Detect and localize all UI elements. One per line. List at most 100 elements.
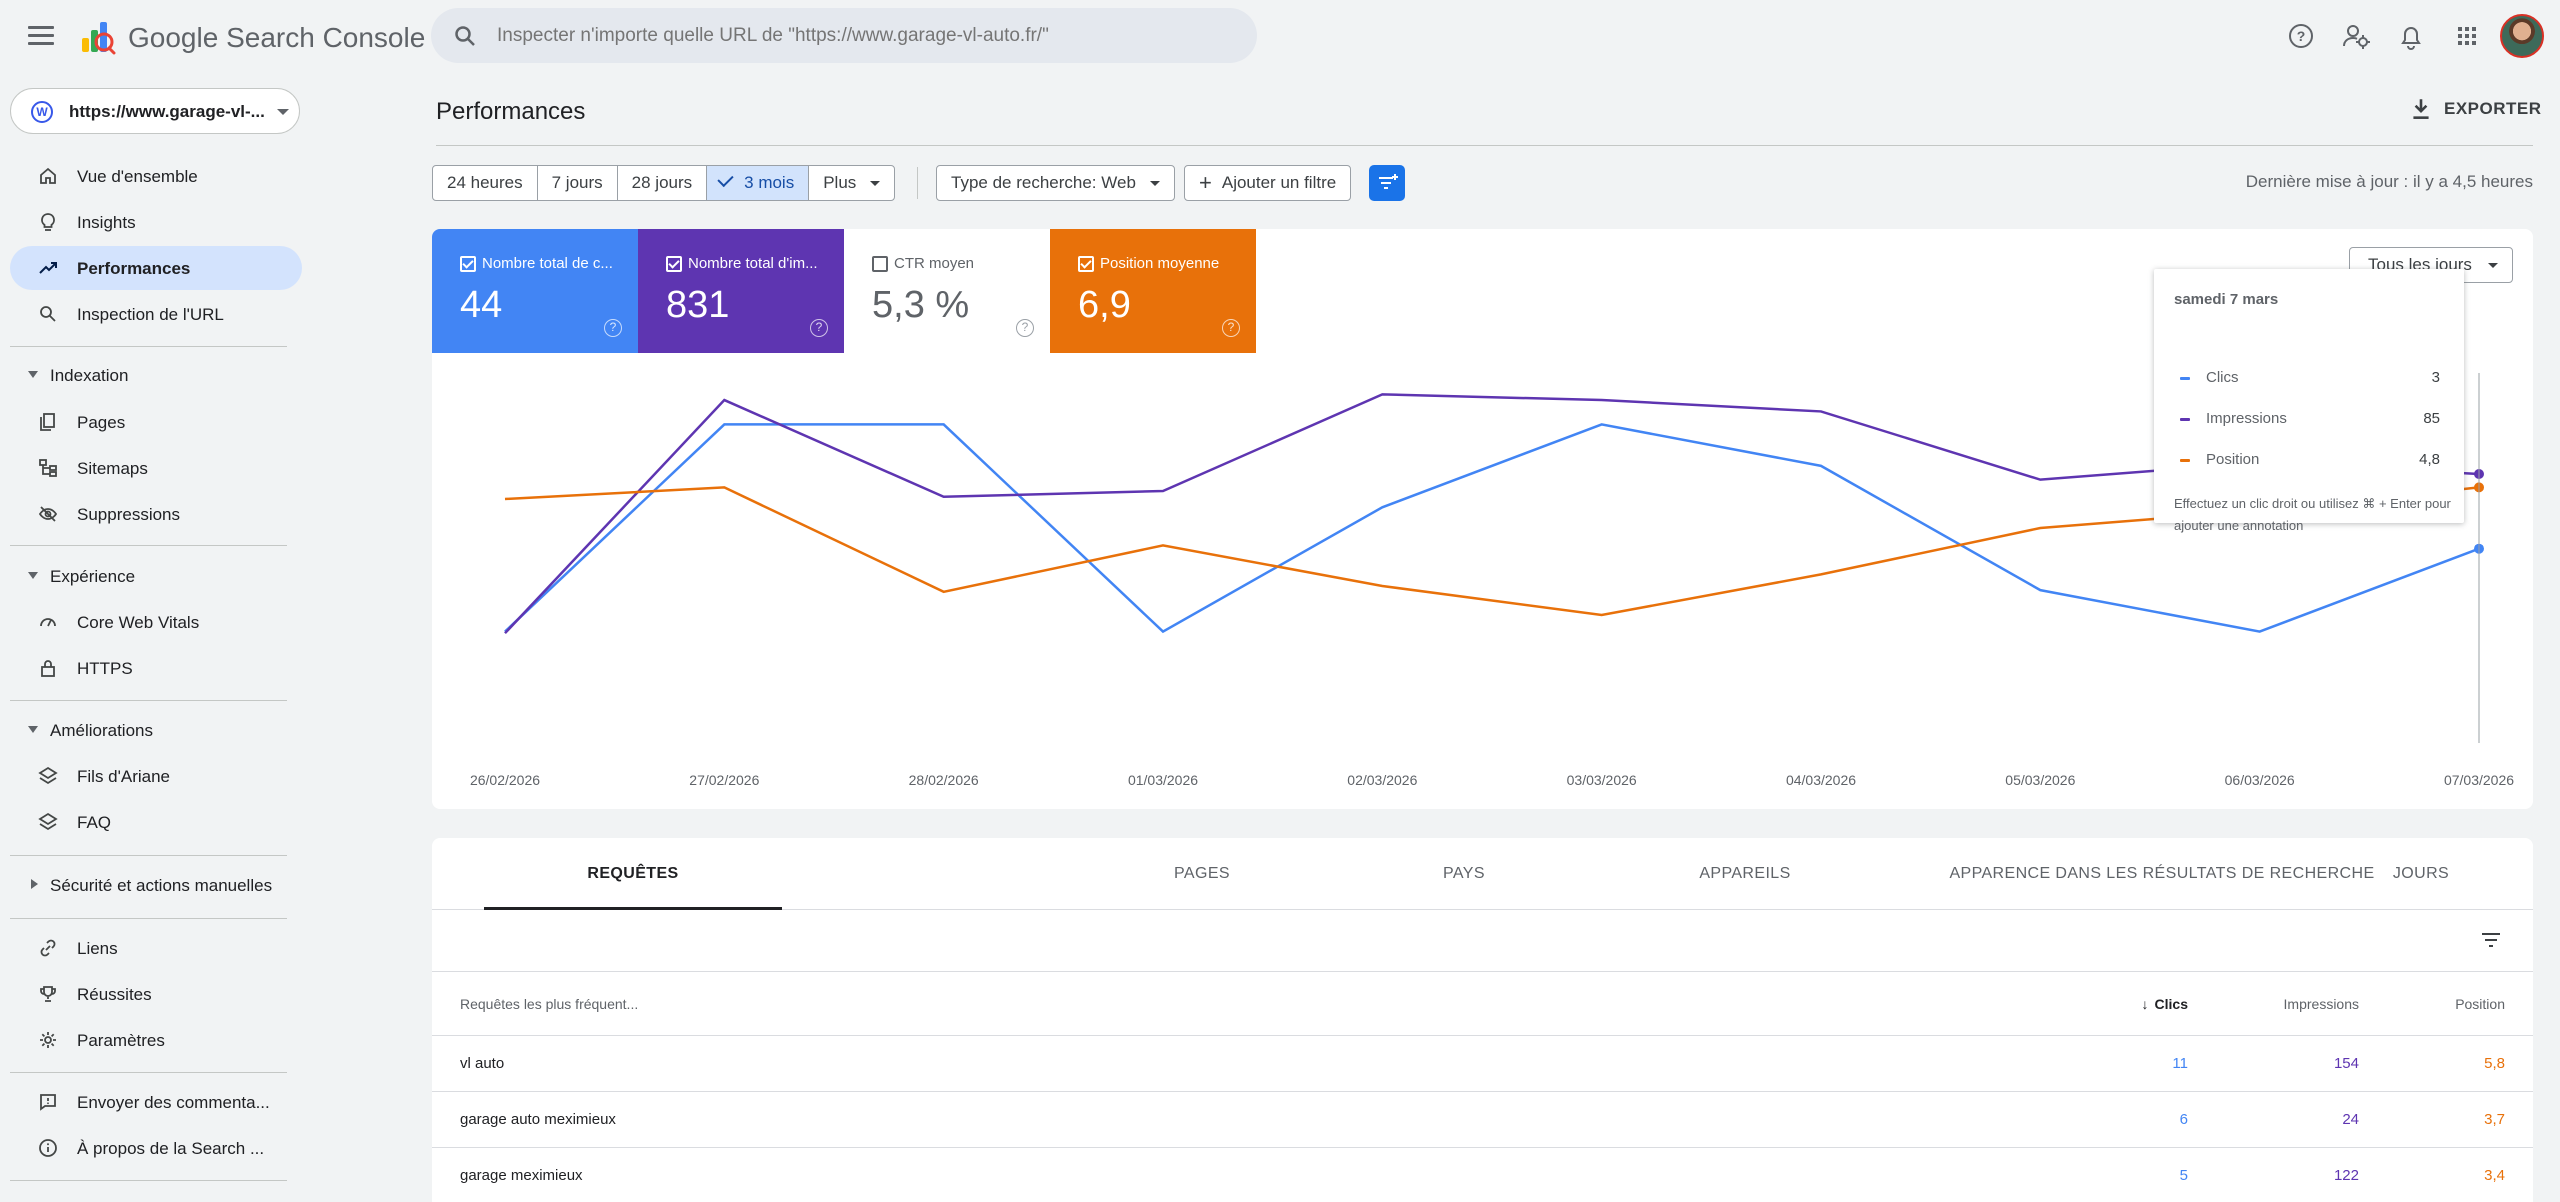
range-28d[interactable]: 28 jours: [618, 166, 708, 200]
sidebar-item-performance[interactable]: Performances: [10, 246, 302, 290]
section-security[interactable]: Sécurité et actions manuelles: [10, 866, 302, 906]
position-cell: 5,8: [2484, 1055, 2505, 1072]
sidebar-item-sitemaps[interactable]: Sitemaps: [10, 446, 302, 490]
filter-list-icon[interactable]: [2479, 928, 2503, 952]
sidebar-item-label: Réussites: [77, 985, 152, 1004]
sidebar-item-achievements[interactable]: Réussites: [10, 972, 302, 1016]
divider: [10, 346, 287, 347]
export-label: EXPORTER: [2444, 99, 2542, 118]
impressions-cell: 24: [2342, 1111, 2359, 1128]
metric-clicks[interactable]: Nombre total de c... 44 ?: [432, 229, 638, 353]
sidebar-item-about[interactable]: À propos de la Search ...: [10, 1126, 302, 1170]
chevron-down-icon: [2488, 263, 2498, 268]
performance-chart-card: Nombre total de c... 44 ? Nombre total d…: [432, 229, 2533, 809]
help-icon[interactable]: ?: [1222, 319, 1240, 337]
export-button[interactable]: EXPORTER: [2404, 94, 2541, 124]
sidebar-item-links[interactable]: Liens: [10, 926, 302, 970]
visibility-off-icon: [38, 506, 58, 522]
help-icon[interactable]: ?: [810, 319, 828, 337]
tab-queries[interactable]: REQUÊTES: [484, 838, 782, 910]
help-icon[interactable]: ?: [604, 319, 622, 337]
performance-line-chart[interactable]: 26/02/2026 27/02/2026 28/02/2026 01/03/2026…: [432, 353, 2533, 803]
tab-pages[interactable]: PAGES: [1174, 865, 1230, 882]
divider: [10, 1180, 287, 1181]
search-console-logo[interactable]: [78, 18, 116, 56]
layers-icon: [38, 812, 58, 831]
property-selector[interactable]: W https://www.garage-vl-...: [10, 88, 300, 134]
metric-label: Nombre total de c...: [482, 255, 613, 272]
chart-tooltip: samedi 7 mars Clics 3 Impressions 85 Posit…: [2154, 269, 2464, 533]
search-icon: [455, 26, 475, 46]
tab-dates[interactable]: JOURS: [2392, 865, 2450, 882]
tab-search-appearance[interactable]: APPARENCE DANS LES RÉSULTATS DE RECHERCH…: [1949, 865, 2375, 882]
tab-countries[interactable]: PAYS: [1443, 865, 1485, 882]
sidebar-item-label: Performances: [77, 259, 191, 278]
metric-impressions[interactable]: Nombre total d'im... 831 ?: [638, 229, 844, 353]
sidebar-item-core-web-vitals[interactable]: Core Web Vitals: [10, 600, 302, 644]
help-icon[interactable]: ?: [1016, 319, 1034, 337]
section-ameliorations[interactable]: Améliorations: [10, 711, 302, 751]
search-type-filter[interactable]: Type de recherche: Web: [936, 165, 1175, 201]
sidebar-item-faq[interactable]: FAQ: [10, 800, 302, 844]
checkbox-checked[interactable]: [460, 256, 476, 272]
table-row[interactable]: vl auto 11 154 5,8: [432, 1036, 2533, 1092]
range-7d[interactable]: 7 jours: [538, 166, 618, 200]
sidebar-item-removals[interactable]: Suppressions: [10, 492, 302, 536]
url-inspection-search[interactable]: [431, 8, 1257, 63]
table-row[interactable]: garage auto meximieux 6 24 3,7: [432, 1092, 2533, 1148]
column-header-query[interactable]: Requêtes les plus fréquent...: [460, 996, 639, 1012]
sidebar-item-overview[interactable]: Vue d'ensemble: [10, 154, 302, 198]
checkbox-checked[interactable]: [1078, 256, 1094, 272]
column-header-position[interactable]: Position: [2455, 996, 2505, 1012]
column-header-impressions[interactable]: Impressions: [2283, 996, 2359, 1012]
tab-devices[interactable]: APPAREILS: [1699, 865, 1791, 882]
add-filter-button[interactable]: + Ajouter un filtre: [1184, 165, 1352, 201]
sidebar-item-label: Sitemaps: [77, 459, 148, 478]
sidebar-item-label: Suppressions: [77, 505, 181, 524]
expand-icon: [28, 572, 38, 579]
section-label: Expérience: [50, 567, 136, 586]
help-icon[interactable]: ?: [2285, 20, 2317, 52]
property-url: https://www.garage-vl-...: [69, 102, 265, 121]
avatar[interactable]: [2500, 14, 2544, 58]
checkbox-checked[interactable]: [666, 256, 682, 272]
divider: [10, 855, 287, 856]
chevron-down-icon: [277, 109, 289, 115]
divider: [10, 700, 287, 701]
range-3m[interactable]: 3 mois: [707, 166, 810, 200]
date-range-selector: 24 heures 7 jours 28 jours 3 mois Plus: [432, 165, 896, 201]
notifications-icon[interactable]: [2395, 20, 2427, 52]
sidebar-item-feedback[interactable]: Envoyer des commenta...: [10, 1080, 302, 1124]
tooltip-row-position: Position 4,8: [2180, 451, 2450, 471]
apps-icon[interactable]: [2451, 20, 2483, 52]
sidebar-item-url-inspection[interactable]: Inspection de l'URL: [10, 292, 302, 336]
x-tick-label: 07/03/2026: [2444, 772, 2514, 788]
sidebar-item-settings[interactable]: Paramètres: [10, 1018, 302, 1062]
chevron-down-icon: [1149, 181, 1160, 187]
tooltip-label: Clics: [2206, 369, 2239, 386]
filter-settings-button[interactable]: [1369, 165, 1405, 201]
x-tick-label: 02/03/2026: [1347, 772, 1417, 788]
range-24h[interactable]: 24 heures: [433, 166, 538, 200]
checkbox-unchecked[interactable]: [872, 256, 888, 272]
manage-users-icon[interactable]: [2340, 20, 2372, 52]
range-3m-label: 3 mois: [744, 173, 795, 192]
range-more[interactable]: Plus: [809, 166, 894, 200]
sidebar-item-insights[interactable]: Insights: [10, 200, 302, 244]
table-row[interactable]: garage meximieux 5 122 3,4: [432, 1148, 2533, 1202]
section-label: Améliorations: [50, 721, 153, 740]
search-input[interactable]: [497, 8, 1237, 63]
sidebar-item-label: À propos de la Search ...: [77, 1139, 265, 1158]
sidebar-item-breadcrumbs[interactable]: Fils d'Ariane: [10, 754, 302, 798]
metric-ctr[interactable]: CTR moyen 5,3 % ?: [844, 229, 1050, 353]
divider: [10, 545, 287, 546]
sidebar-item-https[interactable]: HTTPS: [10, 646, 302, 690]
metric-position[interactable]: Position moyenne 6,9 ?: [1050, 229, 1256, 353]
section-experience[interactable]: Expérience: [10, 557, 302, 597]
x-tick-label: 26/02/2026: [470, 772, 540, 788]
section-indexation[interactable]: Indexation: [10, 356, 302, 396]
menu-icon[interactable]: [26, 22, 56, 50]
column-header-clicks[interactable]: ↓ Clics: [2142, 996, 2188, 1012]
query-cell: garage meximieux: [460, 1167, 583, 1184]
sidebar-item-pages[interactable]: Pages: [10, 400, 302, 444]
